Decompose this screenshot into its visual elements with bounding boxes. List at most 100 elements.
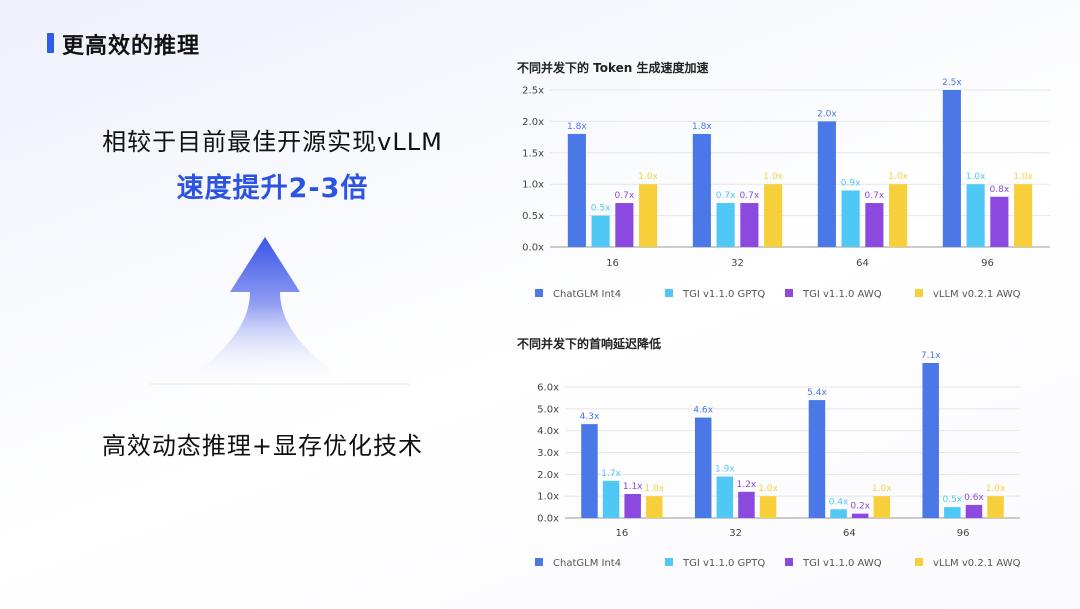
data-label: 1.2x (737, 480, 757, 490)
bar (716, 203, 735, 247)
legend-swatch (915, 289, 923, 297)
legend-swatch (535, 558, 543, 566)
y-tick-label: 2.0x (522, 117, 544, 128)
category-label: 16 (606, 258, 619, 269)
data-label: 1.8x (567, 122, 587, 132)
category-label: 64 (843, 528, 856, 539)
category-label: 32 (729, 528, 742, 539)
y-tick-label: 3.0x (537, 448, 559, 459)
slide-title: 更高效的推理 (62, 34, 201, 59)
legend-label: TGI v1.1.0 AWQ (802, 289, 882, 300)
category-label: 64 (856, 258, 869, 269)
data-label: 1.0x (872, 484, 892, 494)
bar (841, 190, 860, 247)
legend-label: vLLM v0.2.1 AWQ (933, 289, 1021, 300)
chart-title: 不同并发下的首响延迟降低 (517, 336, 661, 351)
y-tick-label: 0.0x (522, 243, 544, 254)
y-tick-label: 4.0x (537, 426, 559, 437)
data-label: 1.0x (1013, 172, 1033, 182)
bar (830, 509, 847, 518)
data-label: 1.0x (758, 484, 778, 494)
data-label: 2.0x (817, 109, 837, 119)
bar (987, 496, 1004, 518)
category-label: 16 (616, 528, 629, 539)
legend-swatch (785, 558, 793, 566)
data-label: 5.4x (807, 388, 827, 398)
bar (759, 496, 777, 518)
data-label: 0.7x (615, 191, 635, 201)
bar (602, 480, 620, 518)
data-label: 1.1x (623, 482, 643, 492)
bar (740, 203, 759, 247)
data-label: 0.7x (740, 191, 760, 201)
legend-label: vLLM v0.2.1 AWQ (933, 558, 1021, 569)
bar (694, 417, 712, 518)
data-label: 1.0x (888, 172, 908, 182)
bar (990, 196, 1009, 247)
y-tick-label: 0.5x (522, 211, 544, 222)
bar (581, 424, 598, 518)
data-label: 0.5x (591, 204, 611, 214)
data-label: 2.5x (942, 78, 962, 88)
bar (646, 496, 663, 518)
bar (817, 121, 836, 247)
data-label: 1.9x (715, 465, 735, 475)
data-label: 0.9x (841, 178, 861, 188)
y-tick-label: 6.0x (537, 383, 559, 394)
bar (624, 493, 641, 518)
chart-title: 不同并发下的 Token 生成速度加速 (517, 60, 709, 75)
legend-swatch (535, 289, 543, 297)
token-speedup-chart: 不同并发下的 Token 生成速度加速 0.0x 0.5x 1.0x 1.5x 2.0x 2… (517, 60, 1050, 300)
data-label: 0.6x (964, 493, 984, 503)
bar (716, 476, 734, 518)
bar (764, 184, 783, 247)
legend-swatch (665, 558, 673, 566)
bar (865, 203, 884, 247)
upward-arrow-graphic (150, 237, 410, 385)
y-tick-label: 2.5x (522, 86, 544, 97)
comparison-text: 相较于目前最佳开源实现vLLM (102, 128, 443, 156)
data-label: 4.3x (580, 412, 600, 422)
legend-swatch (665, 289, 673, 297)
data-label: 7.1x (921, 351, 941, 361)
bar (944, 507, 961, 518)
legend-label: TGI v1.1.0 AWQ (802, 558, 882, 569)
data-label: 1.0x (638, 172, 658, 182)
bar (567, 133, 586, 247)
tech-text: 高效动态推理+显存优化技术 (101, 432, 424, 460)
bar (692, 133, 711, 247)
data-label: 0.2x (850, 502, 870, 512)
data-label: 1.7x (601, 469, 621, 479)
legend-label: ChatGLM Int4 (553, 289, 621, 300)
legend-label: TGI v1.1.0 GPTQ (682, 558, 765, 569)
data-label: 1.0x (966, 172, 986, 182)
y-tick-label: 0.0x (537, 514, 559, 525)
legend-label: TGI v1.1.0 GPTQ (682, 289, 765, 300)
data-label: 1.8x (692, 122, 712, 132)
bar (965, 504, 983, 518)
bar (738, 491, 755, 518)
data-label: 0.4x (829, 497, 849, 507)
bar (922, 362, 939, 518)
data-label: 1.0x (644, 484, 664, 494)
speedup-highlight: 速度提升2-3倍 (176, 173, 369, 204)
category-label: 32 (731, 258, 744, 269)
data-label: 0.8x (990, 185, 1010, 195)
bar (591, 215, 610, 247)
legend-label: ChatGLM Int4 (553, 558, 621, 569)
category-label: 96 (981, 258, 994, 269)
bar (873, 496, 891, 518)
bar (966, 184, 985, 247)
data-label: 0.7x (865, 191, 885, 201)
category-label: 96 (957, 528, 970, 539)
data-label: 1.0x (763, 172, 783, 182)
bar (639, 184, 658, 247)
title-accent-bar (47, 33, 54, 53)
bar (889, 184, 908, 247)
latency-reduction-chart: 不同并发下的首响延迟降低 0.0x 1.0x 2.0x 3.0x 4.0x 5.0x 6.0x… (517, 336, 1021, 569)
data-label: 0.5x (942, 495, 962, 505)
y-tick-label: 5.0x (537, 404, 559, 415)
y-tick-label: 1.0x (522, 180, 544, 191)
y-tick-label: 2.0x (537, 470, 559, 481)
bar (851, 513, 869, 518)
